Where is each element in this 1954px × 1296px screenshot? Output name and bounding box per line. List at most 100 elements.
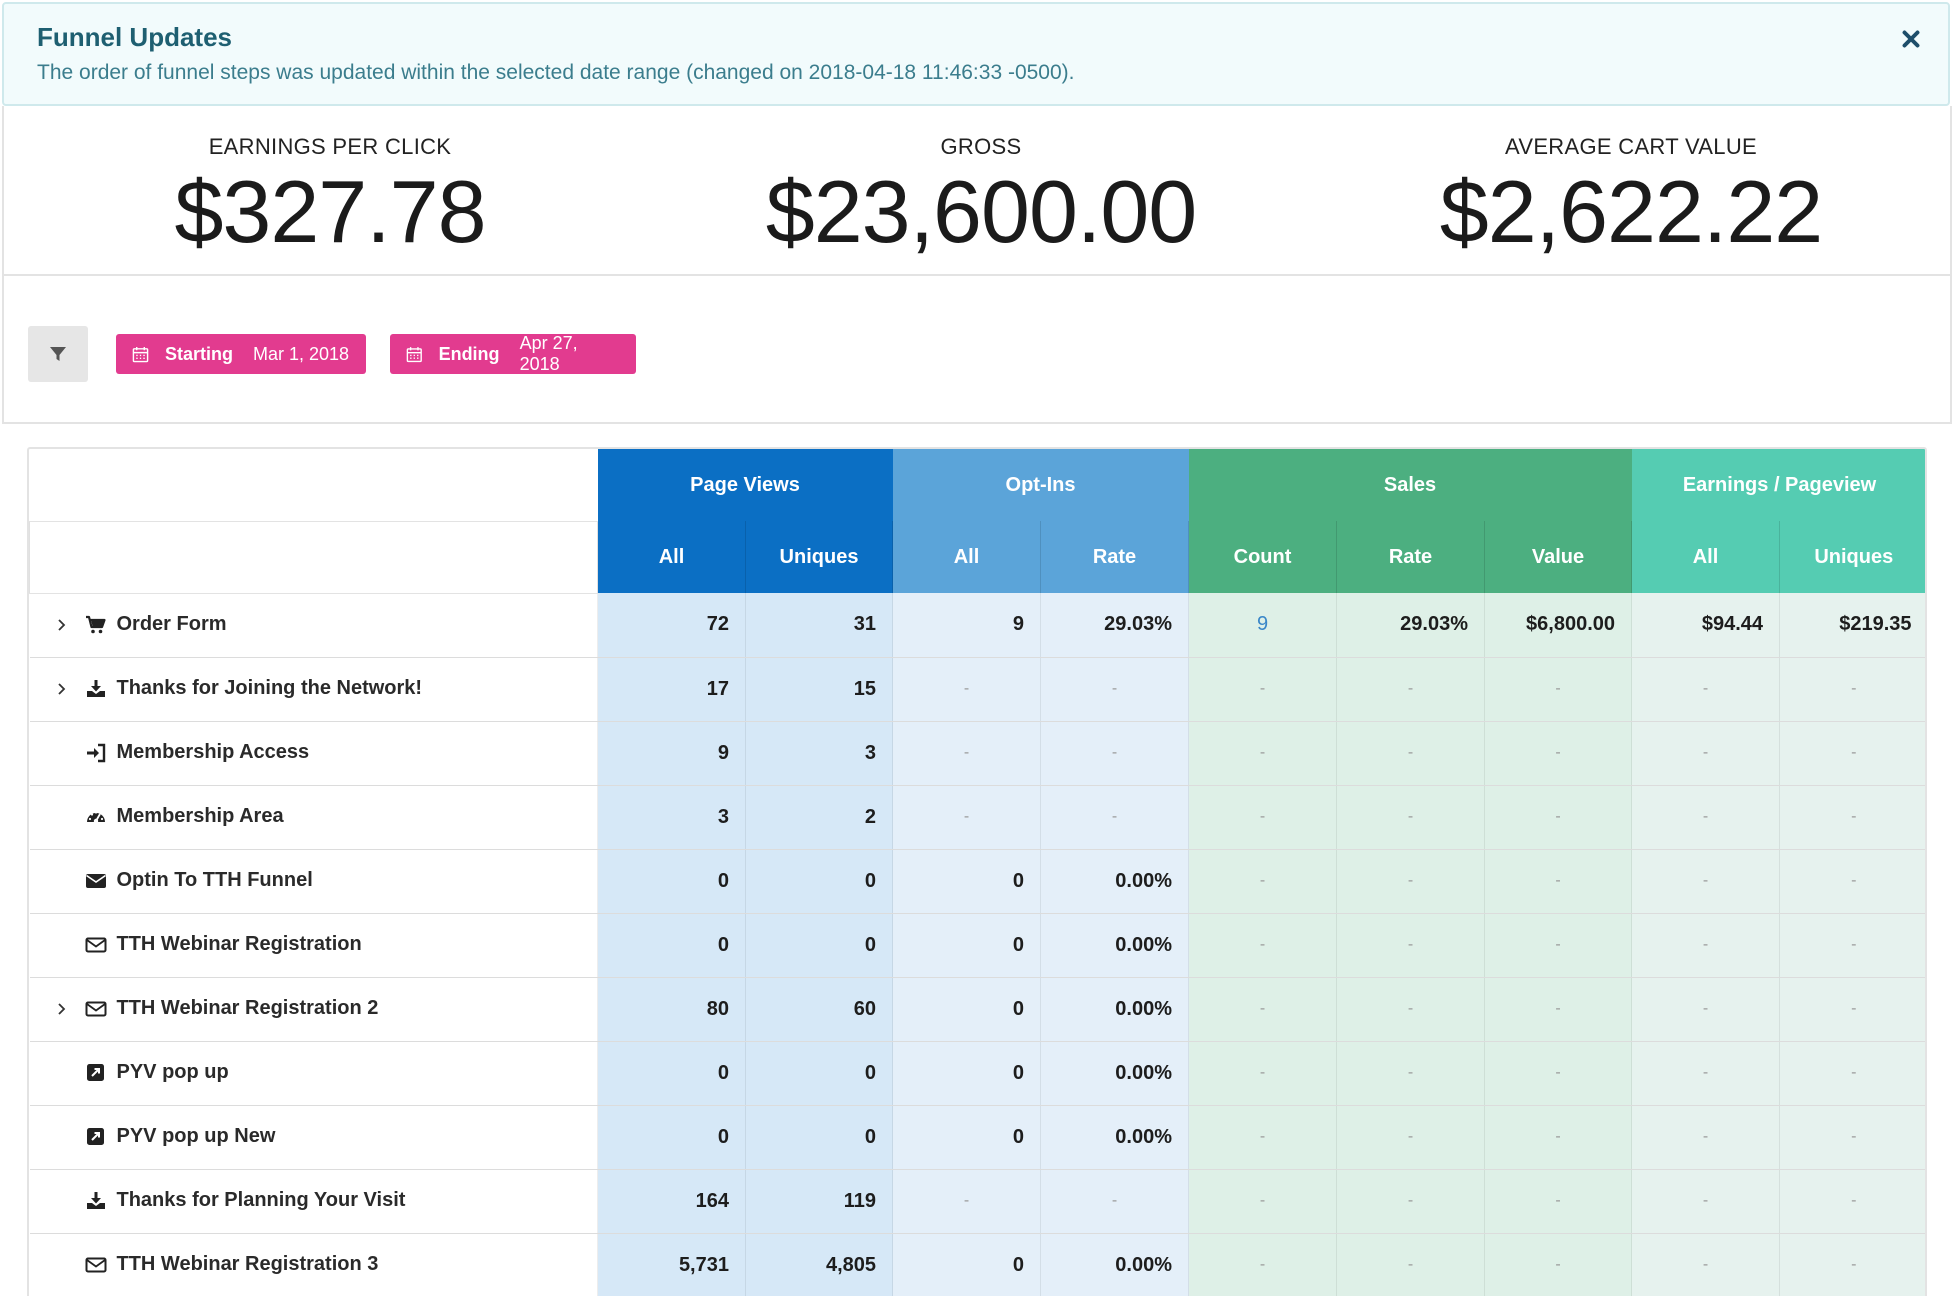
table-row[interactable]: PYV pop up 0 0 0 0.00% - - - - - <box>29 1041 1925 1106</box>
cell-opt-ins-all: 0 <box>892 1105 1041 1170</box>
subheader[interactable]: Count <box>1188 521 1337 593</box>
step-name-cell[interactable]: PYV pop up New <box>29 1105 598 1170</box>
table-row[interactable]: PYV pop up New 0 0 0 0.00% - - - - - <box>29 1105 1925 1170</box>
stat-gross: GROSS $23,600.00 <box>656 134 1306 256</box>
step-name-cell[interactable]: Thanks for Planning Your Visit <box>29 1169 598 1234</box>
step-name-cell[interactable]: TTH Webinar Registration 3 <box>29 1233 598 1296</box>
cell-page-views-uniques: 0 <box>744 1041 893 1106</box>
cell-sales-count: - <box>1188 785 1337 850</box>
table-row[interactable]: TTH Webinar Registration 2 80 60 0 0.00% - - - -… <box>29 977 1925 1042</box>
cell-earnings-all: - <box>1631 657 1780 722</box>
cell-sales-value: - <box>1484 1105 1632 1170</box>
step-name: PYV pop up <box>116 1061 229 1084</box>
table-row[interactable]: Thanks for Planning Your Visit 164 119- - - -… <box>29 1169 1925 1234</box>
subheader[interactable]: All <box>892 521 1041 593</box>
cell-opt-ins-all: 9 <box>892 593 1041 658</box>
cell-opt-ins-all: 0 <box>892 913 1041 978</box>
stat-label: GROSS <box>940 134 1022 159</box>
table-row[interactable]: Thanks for Joining the Network! 17 15- - - - -… <box>29 657 1925 722</box>
step-name-cell[interactable]: Thanks for Joining the Network! <box>29 657 598 722</box>
summary-stats: EARNINGS PER CLICK $327.78 GROSS $23,600… <box>2 106 1952 276</box>
step-name: TTH Webinar Registration 3 <box>116 1253 379 1276</box>
step-name-cell[interactable]: TTH Webinar Registration 2 <box>29 977 598 1042</box>
cell-page-views-all: 17 <box>597 657 746 722</box>
cell-opt-ins-rate: 0.00% <box>1040 1041 1189 1106</box>
cell-sales-count: - <box>1188 1105 1337 1170</box>
cell-earnings-uniques: - <box>1779 657 1925 722</box>
dashboard-icon <box>85 806 117 829</box>
step-name-cell[interactable]: Order Form <box>29 593 598 658</box>
step-name-cell[interactable]: Optin To TTH Funnel <box>29 849 598 914</box>
sign-in-icon <box>85 742 117 765</box>
cell-earnings-uniques: $219.35 <box>1779 593 1925 658</box>
cell-page-views-uniques: 2 <box>744 785 893 850</box>
cell-earnings-all: - <box>1631 1169 1780 1234</box>
subheader[interactable]: Uniques <box>1779 521 1925 593</box>
group-header-page-views: Page Views <box>597 449 893 521</box>
cell-page-views-all: 0 <box>597 1041 746 1106</box>
cell-sales-value: - <box>1484 977 1632 1042</box>
chevron-right-icon[interactable] <box>55 997 85 1020</box>
cell-sales-count: - <box>1188 977 1337 1042</box>
table-row[interactable]: TTH Webinar Registration 3 5,731 4,805 0 0.0… <box>29 1233 1925 1296</box>
close-icon[interactable] <box>1898 26 1924 52</box>
table-row[interactable]: TTH Webinar Registration 0 0 0 0.00% - - - - - <box>29 913 1925 978</box>
cell-page-views-uniques: 0 <box>744 913 893 978</box>
cell-earnings-uniques: - <box>1779 1169 1925 1234</box>
cell-page-views-all: 80 <box>597 977 746 1042</box>
cell-page-views-uniques: 0 <box>744 1105 893 1170</box>
table-row[interactable]: Membership Area 3 2- - - - - - - <box>29 785 1925 850</box>
cell-page-views-all: 3 <box>597 785 746 850</box>
cell-sales-value: - <box>1484 1041 1632 1106</box>
step-name-cell[interactable]: Membership Access <box>29 721 598 786</box>
subheader[interactable]: Rate <box>1040 521 1189 593</box>
envelope-icon <box>85 870 117 893</box>
step-name-cell[interactable]: PYV pop up <box>29 1041 598 1106</box>
calendar-icon <box>406 346 422 362</box>
cell-opt-ins-all: 0 <box>892 977 1041 1042</box>
header-blank <box>29 521 598 594</box>
step-name-cell[interactable]: TTH Webinar Registration <box>29 913 598 978</box>
cell-earnings-all: - <box>1631 1233 1780 1296</box>
envelope-outline-icon <box>85 998 117 1021</box>
cell-page-views-all: 0 <box>597 849 746 914</box>
step-name: Order Form <box>116 613 227 636</box>
cell-earnings-all: - <box>1631 849 1780 914</box>
table-row[interactable]: Optin To TTH Funnel 0 0 0 0.00% - - - - - <box>29 849 1925 914</box>
subheader[interactable]: Uniques <box>744 521 893 593</box>
cell-sales-rate: - <box>1336 721 1485 786</box>
cell-sales-count[interactable]: 9 <box>1188 593 1337 658</box>
cell-page-views-all: 9 <box>597 721 746 786</box>
cell-sales-value: - <box>1484 721 1632 786</box>
filter-button[interactable] <box>28 326 88 382</box>
step-name: Thanks for Joining the Network! <box>116 677 423 700</box>
cell-opt-ins-rate: - <box>1040 1169 1189 1234</box>
alert-message: The order of funnel steps was updated wi… <box>37 61 1075 84</box>
cell-sales-rate: - <box>1336 1169 1485 1234</box>
chevron-right-icon[interactable] <box>55 613 85 636</box>
cell-sales-value: - <box>1484 785 1632 850</box>
chevron-right-icon[interactable] <box>55 677 85 700</box>
group-header-sales: Sales <box>1188 449 1632 521</box>
end-date-chip[interactable]: Ending Apr 27, 2018 <box>390 333 636 374</box>
start-date-chip[interactable]: Starting Mar 1, 2018 <box>116 334 366 374</box>
cell-opt-ins-all: 0 <box>892 849 1041 914</box>
table-row[interactable]: Order Form 72 31 9 29.03% 9 29.03% $6,800.00 $94… <box>29 593 1925 658</box>
cell-page-views-uniques: 15 <box>744 657 893 722</box>
step-name: Membership Access <box>116 741 310 764</box>
cell-sales-count: - <box>1188 1169 1337 1234</box>
stat-value: $327.78 <box>174 162 486 261</box>
download-icon <box>85 678 117 701</box>
cell-sales-count: - <box>1188 657 1337 722</box>
subheader[interactable]: All <box>1631 521 1780 593</box>
subheader[interactable]: Rate <box>1336 521 1485 593</box>
cell-opt-ins-rate: - <box>1040 785 1189 850</box>
step-name-cell[interactable]: Membership Area <box>29 785 598 850</box>
start-date-label: Starting <box>165 343 234 364</box>
subheader[interactable]: Value <box>1484 521 1632 593</box>
table-row[interactable]: Membership Access 9 3- - - - - - - <box>29 721 1925 786</box>
cell-page-views-uniques: 60 <box>744 977 893 1042</box>
cell-page-views-all: 72 <box>597 593 746 658</box>
subheader[interactable]: All <box>597 521 746 593</box>
step-name: Optin To TTH Funnel <box>116 869 313 892</box>
